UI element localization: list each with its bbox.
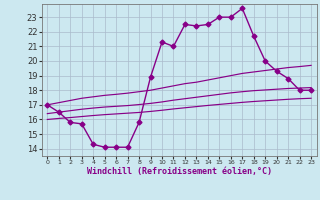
X-axis label: Windchill (Refroidissement éolien,°C): Windchill (Refroidissement éolien,°C): [87, 167, 272, 176]
